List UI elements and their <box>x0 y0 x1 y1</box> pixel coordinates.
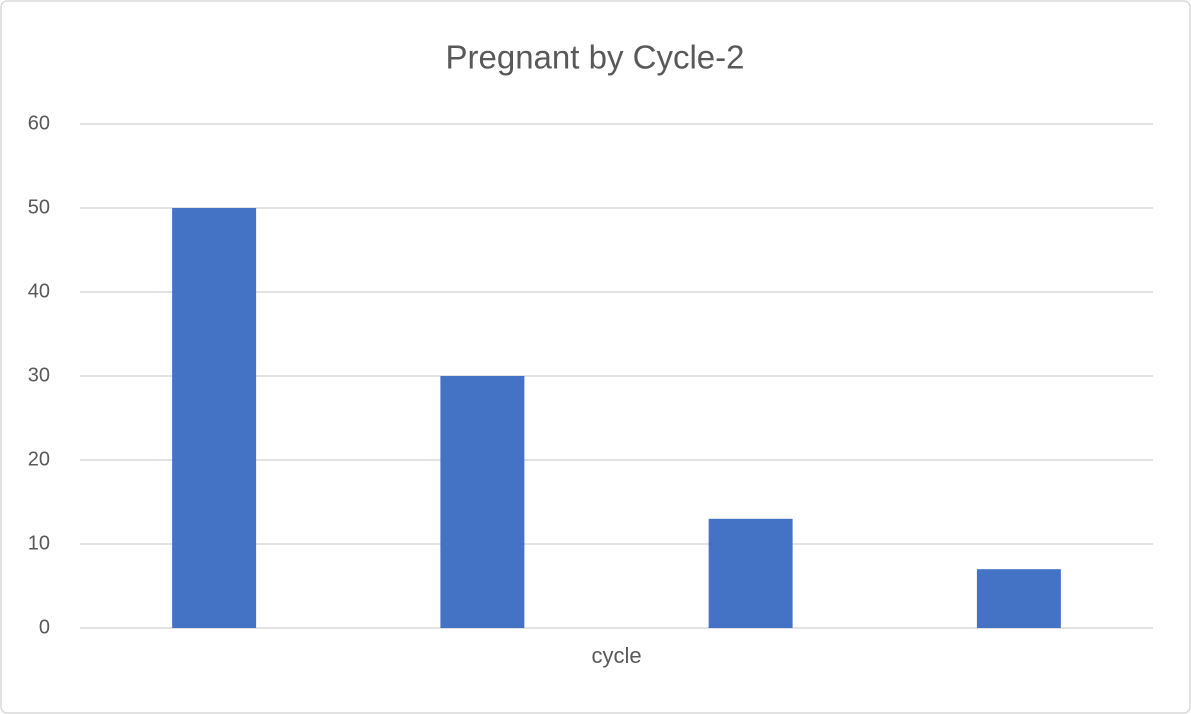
bar <box>172 208 257 628</box>
y-tick-label: 20 <box>28 448 50 470</box>
bar <box>708 518 793 628</box>
bar <box>440 376 525 628</box>
x-tick-label: cycle <box>591 643 641 668</box>
y-tick-label: 60 <box>28 112 50 134</box>
chart-title: Pregnant by Cycle-2 <box>446 39 745 76</box>
y-tick-label: 50 <box>28 196 50 218</box>
y-tick-label: 30 <box>28 364 50 386</box>
y-tick-label: 40 <box>28 280 50 302</box>
y-tick-label: 10 <box>28 532 50 554</box>
y-tick-label: 0 <box>39 616 50 638</box>
bar <box>976 569 1061 628</box>
